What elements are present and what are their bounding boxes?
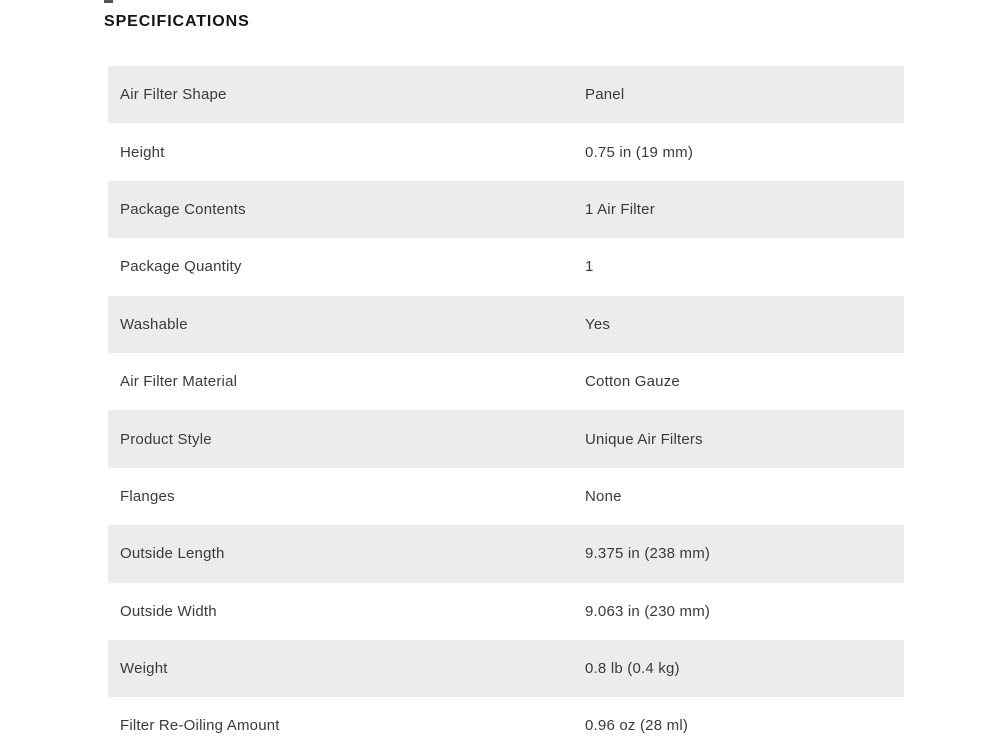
spec-row: Package Contents 1 Air Filter bbox=[108, 180, 904, 239]
spec-row: Height 0.75 in (19 mm) bbox=[108, 123, 904, 180]
spec-label: Outside Width bbox=[120, 602, 217, 620]
spec-row: Air Filter Material Cotton Gauze bbox=[108, 353, 904, 410]
spec-label: Outside Length bbox=[120, 545, 225, 563]
spec-value: Yes bbox=[585, 315, 611, 333]
spec-value: 0.8 lb (0.4 kg) bbox=[585, 660, 680, 678]
spec-label: Package Contents bbox=[120, 200, 246, 218]
spec-value: 0.75 in (19 mm) bbox=[585, 143, 694, 161]
section-title: SPECIFICATIONS bbox=[104, 13, 250, 30]
clipped-text-artifact bbox=[104, 0, 113, 3]
spec-label: Air Filter Shape bbox=[120, 86, 227, 104]
spec-row: Product Style Unique Air Filters bbox=[108, 410, 904, 468]
spec-row: Package Quantity 1 bbox=[108, 238, 904, 295]
spec-label: Package Quantity bbox=[120, 258, 242, 276]
spec-value: 1 bbox=[585, 258, 594, 276]
spec-row: Filter Re-Oiling Amount 0.96 oz (28 ml) bbox=[108, 697, 904, 754]
spec-value: 9.375 in (238 mm) bbox=[585, 545, 711, 563]
spec-value: 9.063 in (230 mm) bbox=[585, 602, 711, 620]
spec-label: Washable bbox=[120, 315, 188, 333]
spec-row: Outside Length 9.375 in (238 mm) bbox=[108, 525, 904, 583]
spec-row: Air Filter Shape Panel bbox=[108, 66, 904, 124]
spec-value: None bbox=[585, 487, 622, 505]
spec-table: Air Filter Shape Panel Height 0.75 in (1… bbox=[108, 66, 904, 755]
spec-value: Panel bbox=[585, 86, 625, 104]
spec-row: Outside Width 9.063 in (230 mm) bbox=[108, 583, 904, 640]
spec-value: Unique Air Filters bbox=[585, 430, 703, 448]
spec-label: Product Style bbox=[120, 430, 212, 448]
spec-value: Cotton Gauze bbox=[585, 373, 680, 391]
spec-label: Filter Re-Oiling Amount bbox=[120, 717, 280, 735]
spec-label: Air Filter Material bbox=[120, 373, 238, 391]
spec-value: 1 Air Filter bbox=[585, 200, 655, 218]
spec-label: Height bbox=[120, 143, 165, 161]
spec-row: Flanges None bbox=[108, 468, 904, 525]
spec-row: Washable Yes bbox=[108, 295, 904, 353]
spec-row: Weight 0.8 lb (0.4 kg) bbox=[108, 639, 904, 698]
spec-value: 0.96 oz (28 ml) bbox=[585, 717, 689, 735]
spec-label: Weight bbox=[120, 660, 168, 678]
spec-label: Flanges bbox=[120, 487, 175, 505]
